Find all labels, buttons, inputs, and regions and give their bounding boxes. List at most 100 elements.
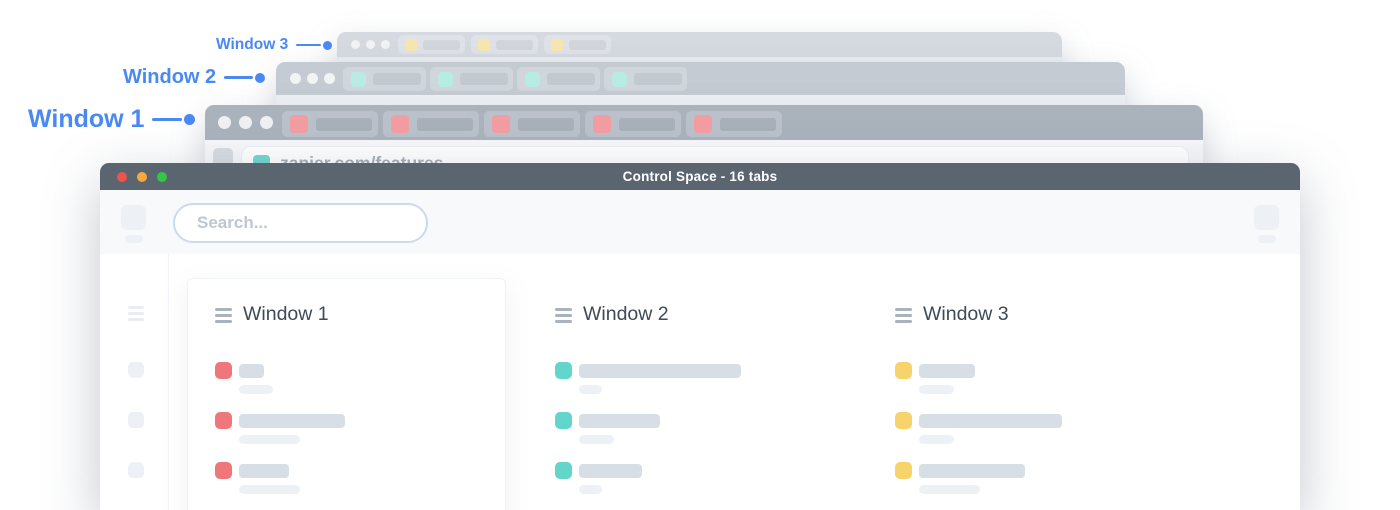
tab-favicon	[215, 462, 232, 479]
close-button[interactable]	[117, 171, 127, 182]
main-content: Window 1 Window 2 Window 3	[100, 254, 1300, 510]
tab-subtitle-skeleton	[579, 385, 602, 394]
callout-dot	[323, 40, 333, 50]
tab-favicon	[593, 115, 611, 133]
sidebar-divider	[168, 254, 169, 510]
window-traffic-dots	[290, 73, 335, 84]
tab-favicon	[555, 462, 572, 479]
window-column-3: Window 3	[895, 303, 1215, 494]
browser-tab	[585, 111, 681, 137]
control-space-window: Control Space - 16 tabs	[100, 163, 1300, 510]
callout-label: Window 3	[216, 36, 289, 53]
tab-strip	[276, 62, 1125, 95]
column-header: Window 2	[555, 303, 875, 327]
tab-title-skeleton	[919, 413, 1062, 428]
callout-line	[296, 43, 322, 47]
column-menu-icon[interactable]	[215, 308, 232, 323]
tab-favicon	[405, 38, 417, 51]
tab-list-item[interactable]	[555, 462, 855, 496]
tab-title-skeleton	[634, 73, 682, 85]
tab-list-item[interactable]	[555, 412, 855, 446]
callout-window-2: Window 2	[123, 66, 266, 89]
tab-favicon	[391, 115, 409, 133]
tab-list-item[interactable]	[215, 462, 515, 496]
tab-favicon	[290, 115, 308, 133]
tab-group	[282, 111, 782, 137]
tab-list-item[interactable]	[895, 412, 1195, 446]
column-header: Window 3	[895, 303, 1215, 327]
tab-title-skeleton	[373, 73, 421, 85]
sidebar-menu-icon[interactable]	[128, 306, 144, 321]
tab-title-skeleton	[919, 463, 1025, 478]
tab-title-skeleton	[423, 39, 460, 50]
minimize-button[interactable]	[137, 171, 147, 182]
tab-favicon	[895, 362, 912, 379]
callout-dot	[184, 114, 196, 125]
browser-tab	[398, 35, 465, 54]
column-title: Window 3	[923, 303, 1009, 325]
tab-favicon	[694, 115, 712, 133]
tab-strip	[337, 32, 1062, 57]
tab-subtitle-skeleton	[919, 385, 954, 394]
browser-tab	[383, 111, 479, 137]
browser-window-2	[276, 62, 1125, 107]
tab-favicon	[612, 71, 627, 87]
callout-window-3: Window 3	[216, 36, 333, 54]
traffic-dot	[381, 40, 390, 49]
column-menu-icon[interactable]	[895, 308, 912, 323]
toolbar-left-button[interactable]	[121, 205, 146, 230]
tab-favicon	[555, 362, 572, 379]
sidebar-item[interactable]	[128, 362, 144, 378]
browser-tab	[686, 111, 782, 137]
callout-line	[152, 118, 183, 121]
tab-title-skeleton	[720, 117, 776, 131]
tab-favicon	[351, 71, 366, 87]
tab-favicon	[215, 362, 232, 379]
tab-favicon	[525, 71, 540, 87]
tab-list-item[interactable]	[215, 362, 515, 396]
sidebar-item[interactable]	[128, 462, 144, 478]
tab-title-skeleton	[460, 73, 508, 85]
callout-line	[224, 76, 254, 79]
search-bar[interactable]	[173, 203, 428, 243]
tab-favicon	[555, 412, 572, 429]
callout-label: Window 2	[123, 66, 217, 88]
browser-tab	[604, 67, 687, 91]
tab-title-skeleton	[579, 413, 660, 428]
tab-title-skeleton	[579, 463, 642, 478]
browser-tab	[471, 35, 538, 54]
toolbar-right-label-skeleton	[1258, 235, 1276, 243]
tab-list-item[interactable]	[895, 462, 1195, 496]
tab-favicon	[492, 115, 510, 133]
callout-dot	[255, 72, 266, 83]
tab-title-skeleton	[316, 117, 372, 131]
title-bar: Control Space - 16 tabs	[100, 163, 1300, 190]
zoom-button[interactable]	[157, 171, 167, 182]
search-input[interactable]	[197, 213, 424, 233]
tab-subtitle-skeleton	[239, 385, 273, 394]
column-menu-icon[interactable]	[555, 308, 572, 323]
tab-favicon	[215, 412, 232, 429]
traffic-dot	[324, 73, 335, 84]
tab-list-item[interactable]	[555, 362, 855, 396]
tab-subtitle-skeleton	[239, 485, 300, 494]
browser-tab	[517, 67, 600, 91]
tab-group	[398, 35, 611, 54]
column-title: Window 2	[583, 303, 669, 325]
tab-title-skeleton	[417, 117, 473, 131]
browser-tab	[282, 111, 378, 137]
traffic-dot	[239, 116, 252, 129]
browser-tab	[544, 35, 611, 54]
callout-window-1: Window 1	[28, 105, 196, 134]
browser-tab	[343, 67, 426, 91]
tab-list-item[interactable]	[895, 362, 1195, 396]
sidebar-item[interactable]	[128, 412, 144, 428]
toolbar-right-button[interactable]	[1254, 205, 1279, 230]
tab-subtitle-skeleton	[919, 435, 954, 444]
tab-favicon	[438, 71, 453, 87]
tab-subtitle-skeleton	[239, 435, 300, 444]
tab-title-skeleton	[239, 413, 345, 428]
tab-list-item[interactable]	[215, 412, 515, 446]
traffic-dot	[290, 73, 301, 84]
